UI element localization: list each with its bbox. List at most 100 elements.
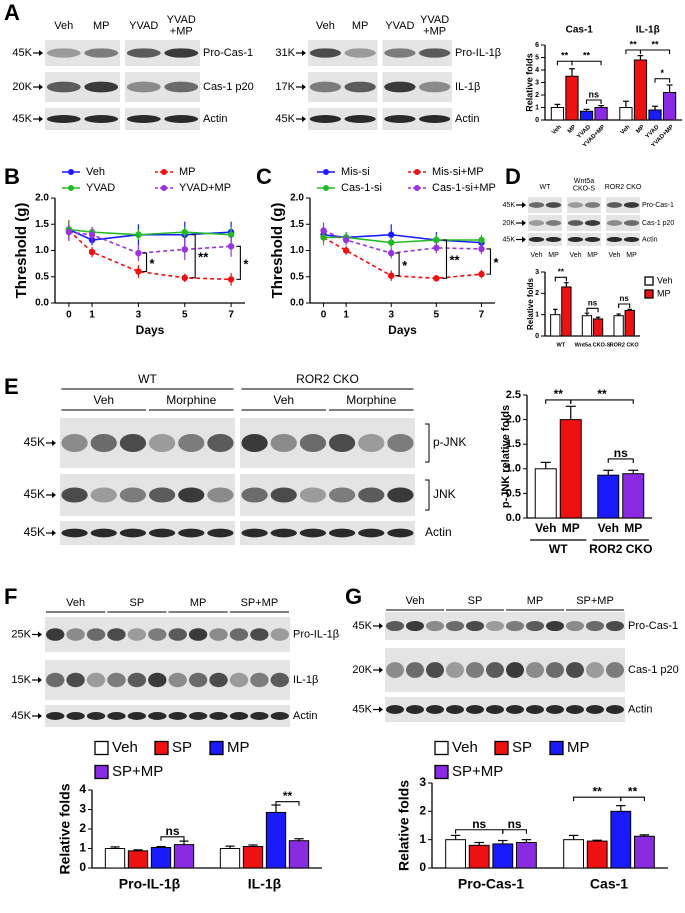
significance-label: ns xyxy=(614,446,628,460)
significance-bracket xyxy=(639,49,671,54)
significance-label: ns xyxy=(619,294,629,303)
blot-band xyxy=(506,662,524,678)
category-label: Pro-Cas-1 xyxy=(458,876,524,892)
blot-band xyxy=(506,705,524,714)
band-label: Cas-1 p20 xyxy=(642,220,674,227)
y-tick-label: 2 xyxy=(535,92,539,99)
x-tick-label: 3 xyxy=(388,310,394,321)
y-tick-label: 1.5 xyxy=(35,219,49,230)
blot-band xyxy=(567,237,584,242)
blot-band xyxy=(209,672,228,688)
mw-arrowhead xyxy=(379,706,383,713)
blot-band xyxy=(127,672,147,688)
significance-bracket xyxy=(442,239,448,279)
blot-background xyxy=(385,612,625,640)
blot-band xyxy=(46,628,65,641)
mw-arrowhead xyxy=(302,50,306,56)
bar xyxy=(565,75,579,121)
legend-marker xyxy=(68,169,74,175)
blot-band xyxy=(344,81,376,93)
blot-band xyxy=(270,712,289,720)
blot-band xyxy=(418,48,451,58)
band-label: Actin xyxy=(628,703,652,715)
lane-header: YVAD +MP xyxy=(167,14,196,38)
band-label: Pro-IL-1β xyxy=(293,628,339,640)
blot-background xyxy=(385,697,625,722)
category-label: IL-1β xyxy=(248,876,282,892)
blot-band xyxy=(526,662,544,678)
band-label: Actin xyxy=(425,525,452,539)
band-bracket xyxy=(425,479,430,511)
lane-header: Veh xyxy=(54,20,73,32)
bar xyxy=(515,842,537,869)
significance-label: ns xyxy=(472,817,486,831)
category-label: Cas-1 xyxy=(590,876,628,892)
bar xyxy=(597,474,620,519)
mw-marker: 45K xyxy=(12,47,32,59)
significance-label: ** xyxy=(652,39,660,49)
mw-marker: 20K xyxy=(12,81,32,93)
legend-label: Veh xyxy=(452,739,478,756)
category-label: ROR2 CKO xyxy=(589,542,652,556)
blot-band xyxy=(66,628,85,641)
blot-band xyxy=(84,81,119,93)
blot-band xyxy=(148,712,167,720)
bar xyxy=(492,843,514,869)
band-label: Pro-Cas-1 xyxy=(628,620,678,632)
bar xyxy=(150,847,172,869)
blot-band xyxy=(406,705,424,714)
y-tick-label: 3 xyxy=(419,775,426,789)
data-point xyxy=(227,231,235,238)
blot-band xyxy=(178,528,205,538)
legend-swatch xyxy=(94,764,109,780)
blot-band xyxy=(86,628,106,641)
blot-band xyxy=(46,48,81,58)
y-tick-label: 2.0 xyxy=(506,414,521,426)
blot-band xyxy=(229,672,249,688)
data-point xyxy=(181,246,188,253)
significance-label: ** xyxy=(583,51,591,61)
y-tick-label: 2.0 xyxy=(35,193,49,204)
legend-label: MP xyxy=(657,288,671,298)
blot-band xyxy=(586,662,604,678)
data-point xyxy=(478,270,485,278)
blot-band xyxy=(606,220,623,226)
significance-bracket xyxy=(654,78,671,83)
significance-bracket xyxy=(160,836,185,841)
blot-band xyxy=(309,115,342,123)
blot-band xyxy=(270,528,297,538)
blot-band xyxy=(584,220,601,226)
blot-band xyxy=(241,487,268,503)
blot-band xyxy=(358,434,385,452)
legend-marker xyxy=(323,169,329,175)
band-label: Pro-Cas-1 xyxy=(642,202,674,209)
lane-header: Veh xyxy=(406,595,425,607)
mw-arrowhead xyxy=(38,713,42,719)
band-label: Actin xyxy=(293,710,317,722)
blot-background xyxy=(528,197,562,213)
y-axis-title: Relative folds xyxy=(57,783,73,874)
bar xyxy=(550,107,565,121)
significance-bracket xyxy=(395,252,400,277)
blot-background xyxy=(60,521,235,545)
bar xyxy=(445,839,467,869)
blot-band xyxy=(229,712,249,720)
data-point xyxy=(65,228,73,236)
y-tick-label: 0.5 xyxy=(35,271,49,282)
blot-background xyxy=(606,197,640,213)
y-tick-label: 1 xyxy=(535,312,539,319)
blot-band xyxy=(46,672,65,688)
blot-band xyxy=(384,81,416,93)
significance-label: ** xyxy=(283,789,293,803)
data-point xyxy=(342,247,350,254)
blot-band xyxy=(168,712,187,720)
significance-label: ** xyxy=(561,51,569,61)
significance-label: ** xyxy=(597,387,607,401)
x-axis-title: Days xyxy=(136,323,165,337)
blot-band xyxy=(207,434,234,452)
blot-band xyxy=(406,620,424,632)
significance-bracket xyxy=(585,99,602,104)
lane-header: Veh xyxy=(530,252,542,259)
legend-label: SP+MP xyxy=(112,763,163,780)
bar xyxy=(219,848,241,869)
